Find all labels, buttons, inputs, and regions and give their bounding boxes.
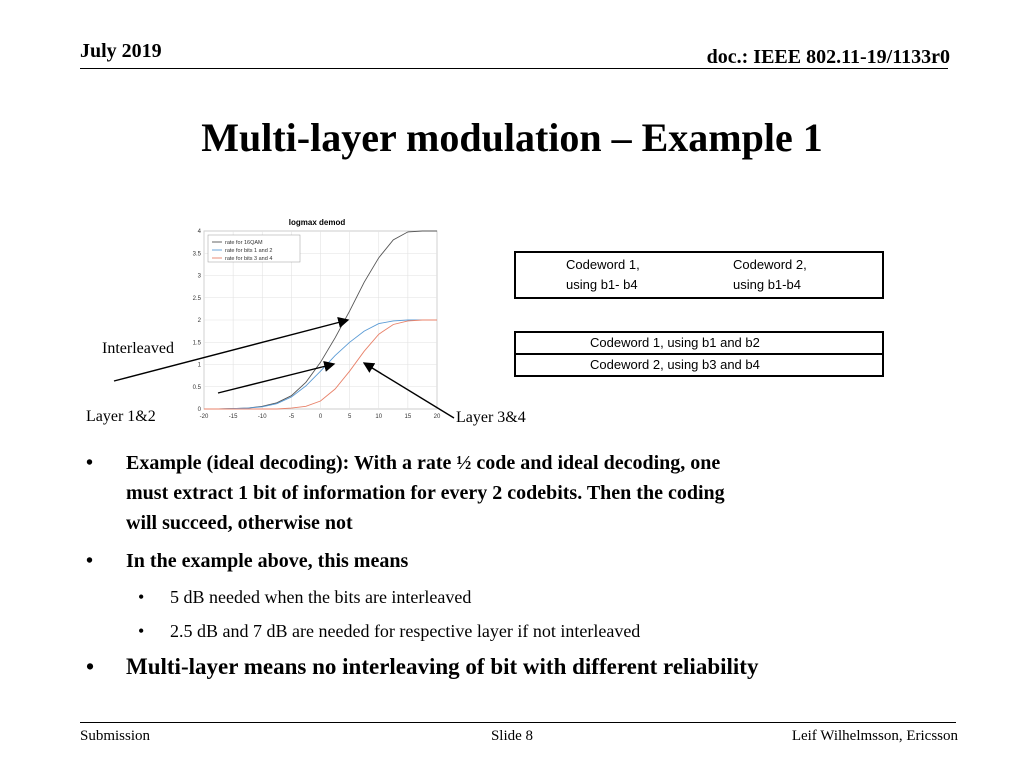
footer-submission: Submission <box>80 728 151 744</box>
x-tick-label: 10 <box>375 414 382 420</box>
codeword-separate-box: Codeword 1, using b1- b4 Codeword 2, usi… <box>514 251 884 299</box>
x-tick-label: -15 <box>229 414 238 420</box>
label-layer-1-2: Layer 1&2 <box>86 408 156 425</box>
y-tick-label: 2 <box>198 318 202 324</box>
series-line-3 <box>204 319 437 410</box>
label-layer-3-4: Layer 3&4 <box>456 409 526 426</box>
sub-bullet-interleaved: 5 dB needed when the bits are interleave… <box>80 584 940 610</box>
y-tick-label: 3.5 <box>193 251 202 257</box>
x-tick-label: 0 <box>319 414 323 420</box>
x-tick-label: -10 <box>258 414 267 420</box>
bullet-example-line-2: must extract 1 bit of information for ev… <box>126 482 725 504</box>
y-tick-label: 2.5 <box>193 296 202 302</box>
x-tick-label: 20 <box>434 414 441 420</box>
chart-title: logmax demod <box>289 218 346 227</box>
bullet-list: Example (ideal decoding): With a rate ½ … <box>80 448 940 690</box>
slide-title: Multi-layer modulation – Example 1 <box>201 115 823 160</box>
header-divider <box>80 68 948 69</box>
bullet-example: Example (ideal decoding): With a rate ½ … <box>80 448 940 538</box>
footer-divider <box>80 722 956 723</box>
y-tick-label: 1.5 <box>193 340 202 346</box>
bullet-multilayer: Multi-layer means no interleaving of bit… <box>80 652 940 682</box>
y-tick-label: 1 <box>198 363 202 369</box>
codeword-layer-1-row: Codeword 1, using b1 and b2 <box>516 333 882 355</box>
legend-entry-3: rate for bits 3 and 4 <box>225 256 272 262</box>
bullet-means: In the example above, this means <box>80 546 940 576</box>
codeword-layered-box: Codeword 1, using b1 and b2 Codeword 2, … <box>514 331 884 377</box>
y-tick-label: 3 <box>198 274 202 280</box>
footer-author: Leif Wilhelmsson, Ericsson <box>791 728 958 744</box>
chart-legend: rate for 16QAM rate for bits 1 and 2 rate … <box>207 234 301 263</box>
y-tick-label: 4 <box>198 229 202 235</box>
codeword-2-bits: using b1-b4 <box>733 277 801 292</box>
codeword-1-bits: using b1- b4 <box>566 277 638 292</box>
y-tick-label: 0.5 <box>193 385 202 391</box>
rate-chart: logmax demod -20 -15 -10 -5 0 5 10 15 20 0 0.5 1 1.5… <box>193 218 441 420</box>
label-interleaved: Interleaved <box>102 340 174 357</box>
header-date: July 2019 <box>80 40 162 62</box>
x-tick-label: -20 <box>200 414 209 420</box>
y-tick-label: 0 <box>198 407 202 413</box>
sub-bullet-not-interleaved: 2.5 dB and 7 dB are needed for respectiv… <box>80 618 940 644</box>
footer-slide-number: Slide 8 <box>490 728 534 744</box>
codeword-layer-2-row: Codeword 2, using b3 and b4 <box>590 357 760 372</box>
bullet-example-line-1: Example (ideal decoding): With a rate ½ … <box>126 452 721 474</box>
codeword-1-cell: Codeword 1, using b1- b4 <box>516 253 699 297</box>
codeword-2-cell: Codeword 2, using b1-b4 <box>699 253 882 297</box>
x-tick-label: 15 <box>405 414 412 420</box>
codeword-2-label: Codeword 2, <box>733 257 807 272</box>
bullet-example-line-3: will succeed, otherwise not <box>126 512 353 534</box>
legend-entry-1: rate for 16QAM <box>225 240 263 246</box>
legend-box <box>207 234 301 263</box>
x-tick-label: 5 <box>348 414 352 420</box>
x-tick-label: -5 <box>289 414 295 420</box>
legend-entry-2: rate for bits 1 and 2 <box>225 248 272 254</box>
codeword-1-label: Codeword 1, <box>566 257 640 272</box>
header-doc-id: doc.: IEEE 802.11-19/1133r0 <box>706 46 950 68</box>
